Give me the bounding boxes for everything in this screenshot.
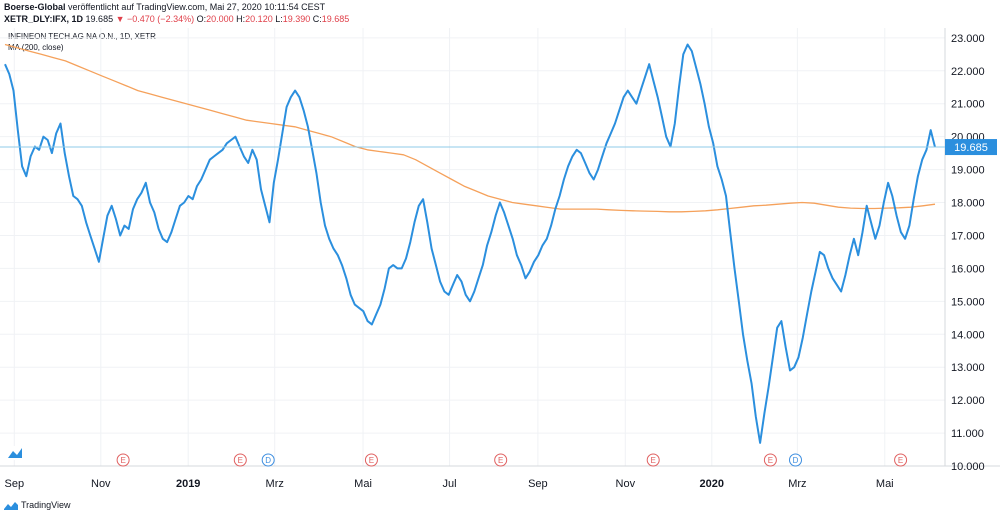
last-price: 19.685 — [85, 14, 114, 24]
price-change: −0.470 (−2.34%) — [127, 14, 195, 24]
y-tick-label: 15.000 — [951, 296, 985, 308]
price-line — [4, 43, 936, 444]
x-tick-label: Mai — [354, 478, 372, 490]
x-tick-label: Sep — [528, 478, 548, 490]
x-tick-label: Sep — [5, 478, 25, 490]
publisher-name: Boerse-Global — [4, 2, 66, 12]
earnings-marker[interactable]: E — [364, 453, 378, 467]
y-tick-label: 14.000 — [951, 329, 985, 341]
y-tick-label: 16.000 — [951, 263, 985, 275]
low-value: 19.390 — [282, 14, 311, 24]
high-value: 20.120 — [245, 14, 273, 24]
y-tick-label: 22.000 — [951, 66, 985, 78]
x-tick-label: 2019 — [176, 478, 200, 490]
y-tick-label: 18.000 — [951, 198, 985, 210]
earnings-marker[interactable]: E — [233, 453, 247, 467]
y-tick-label: 11.000 — [951, 428, 984, 440]
event-label: E — [369, 456, 374, 465]
x-tick-label: Nov — [91, 478, 111, 490]
earnings-marker[interactable]: E — [894, 453, 908, 467]
dividend-marker[interactable]: D — [261, 453, 275, 467]
footer-brand-label: TradingView — [21, 500, 71, 510]
event-label: E — [238, 456, 243, 465]
close-value: 19.685 — [321, 14, 350, 24]
publish-info: veröffentlicht auf TradingView.com, Mai … — [68, 2, 326, 12]
x-tick-label: Mrz — [266, 478, 284, 490]
x-tick-label: Nov — [616, 478, 636, 490]
y-tick-label: 23.000 — [951, 33, 985, 45]
event-label: E — [898, 456, 903, 465]
low-label: L: — [275, 14, 283, 24]
event-label: E — [120, 456, 125, 465]
event-label: E — [498, 456, 503, 465]
x-tick-label: Mrz — [788, 478, 806, 490]
publish-line: Boerse-Global veröffentlicht auf Trading… — [4, 2, 349, 13]
quote-line: XETR_DLY:IFX, 1D 19.685 ▼ −0.470 (−2.34%… — [4, 14, 349, 25]
footer-brand[interactable]: TradingView — [4, 500, 71, 510]
y-tick-label: 13.000 — [951, 362, 985, 374]
open-value: 20.000 — [206, 14, 234, 24]
ma-legend: MA (200, close) — [8, 43, 64, 52]
last-price-badge-label: 19.685 — [954, 142, 988, 154]
earnings-marker[interactable]: E — [646, 453, 660, 467]
earnings-marker[interactable]: E — [763, 453, 777, 467]
dividend-marker[interactable]: D — [789, 453, 802, 467]
y-tick-label: 17.000 — [951, 230, 985, 242]
event-label: E — [768, 456, 773, 465]
y-tick-label: 10.000 — [951, 461, 985, 473]
earnings-marker[interactable]: E — [116, 453, 130, 467]
chart-header: Boerse-Global veröffentlicht auf Trading… — [4, 2, 349, 25]
x-tick-label: Mai — [876, 478, 894, 490]
last-price-badge — [945, 139, 997, 156]
open-label: O: — [196, 14, 207, 24]
event-label: D — [265, 456, 271, 465]
x-tick-label: 2020 — [700, 478, 724, 490]
earnings-marker[interactable]: E — [494, 453, 508, 467]
event-label: D — [793, 456, 799, 465]
event-label: E — [651, 456, 656, 465]
tradingview-logo-icon — [4, 501, 18, 510]
high-label: H: — [236, 14, 246, 24]
pane-title: INFINEON TECH.AG NA O.N., 1D, XETR — [8, 32, 156, 41]
down-arrow-icon: ▼ — [115, 14, 125, 24]
compare-icon[interactable] — [6, 446, 24, 460]
close-label: C: — [312, 14, 322, 24]
y-tick-label: 21.000 — [951, 99, 985, 111]
y-tick-label: 12.000 — [951, 395, 985, 407]
symbol-label: XETR_DLY:IFX, 1D — [4, 14, 84, 24]
x-tick-label: Jul — [443, 478, 457, 490]
y-tick-label: 19.000 — [951, 165, 985, 177]
ma-line — [4, 43, 936, 213]
